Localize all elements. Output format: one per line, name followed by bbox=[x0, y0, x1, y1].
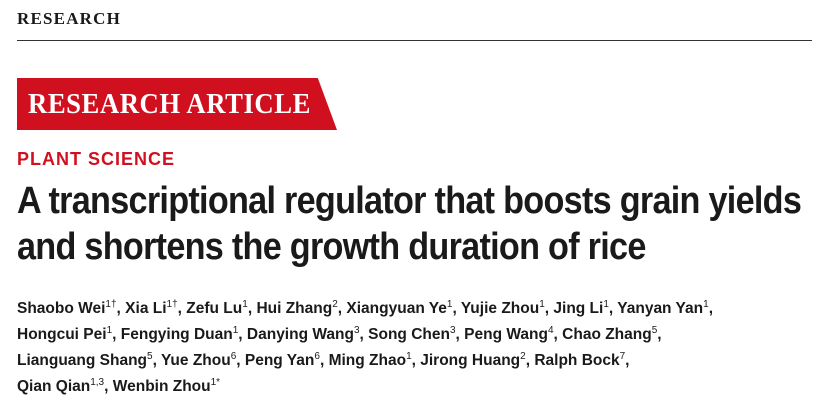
author: Peng Wang4 bbox=[464, 325, 554, 344]
author: Xia Li1† bbox=[125, 299, 178, 318]
author: Wenbin Zhou1* bbox=[112, 377, 221, 396]
author: Lianguang Shang5 bbox=[17, 351, 153, 370]
category-label: PLANT SCIENCE bbox=[17, 149, 176, 169]
author: Yujie Zhou1 bbox=[460, 299, 545, 318]
header-divider bbox=[17, 40, 812, 41]
author: Ralph Bock7 bbox=[534, 351, 626, 370]
article-title: A transcriptional regulator that boosts … bbox=[17, 178, 809, 270]
author-line: Shaobo Wei1†, Xia Li1†, Zefu Lu1, Hui Zh… bbox=[17, 299, 714, 318]
author: Fengying Duan1 bbox=[120, 325, 239, 344]
author: Danying Wang3 bbox=[246, 325, 360, 344]
author-list: Shaobo Wei1†, Xia Li1†, Zefu Lu1, Hui Zh… bbox=[17, 296, 817, 400]
author: Chao Zhang5 bbox=[562, 325, 658, 344]
section-label: RESEARCH bbox=[17, 9, 122, 28]
author: Zefu Lu1 bbox=[186, 299, 248, 318]
author: Jirong Huang2 bbox=[420, 351, 526, 370]
author: Xiangyuan Ye1 bbox=[346, 299, 453, 318]
author: Qian Qian1,3 bbox=[17, 377, 105, 396]
author: Hongcui Pei1 bbox=[17, 325, 113, 344]
author-line: Lianguang Shang5, Yue Zhou6, Peng Yan6, … bbox=[17, 351, 630, 370]
title-line: and shortens the growth duration of rice bbox=[17, 226, 646, 268]
article-type-banner: RESEARCH ARTICLE bbox=[17, 78, 337, 130]
author: Hui Zhang2 bbox=[256, 299, 338, 318]
author: Song Chen3 bbox=[368, 325, 456, 344]
author: Ming Zhao1 bbox=[328, 351, 412, 370]
article-type-label: RESEARCH ARTICLE bbox=[28, 87, 311, 120]
author: Shaobo Wei1† bbox=[17, 299, 117, 318]
author: Yanyan Yan1 bbox=[617, 299, 709, 318]
author-line: Qian Qian1,3, Wenbin Zhou1* bbox=[17, 377, 221, 396]
author: Peng Yan6 bbox=[244, 351, 320, 370]
author: Yue Zhou6 bbox=[160, 351, 237, 370]
title-line: A transcriptional regulator that boosts … bbox=[17, 180, 802, 222]
author: Jing Li1 bbox=[553, 299, 609, 318]
author-line: Hongcui Pei1, Fengying Duan1, Danying Wa… bbox=[17, 325, 662, 344]
